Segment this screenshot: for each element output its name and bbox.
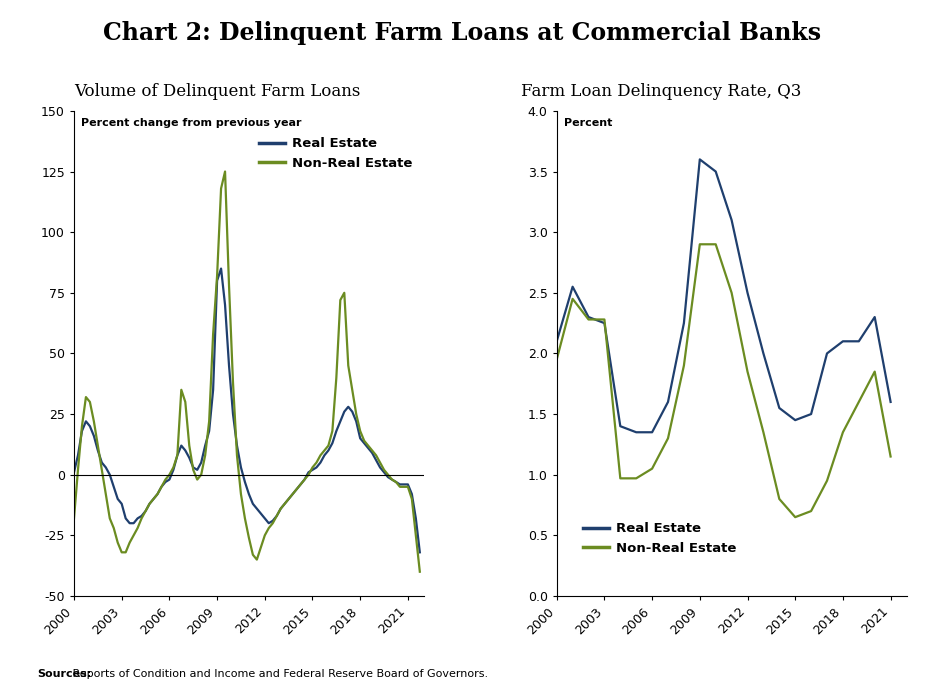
- Real Estate: [167, 466, 179, 474]
- Real Estate: [275, 505, 286, 513]
- Non-Real Estate: [567, 295, 578, 303]
- Non-Real Estate: [551, 356, 562, 364]
- Line: Non-Real Estate: Non-Real Estate: [74, 171, 420, 572]
- Real Estate: [164, 475, 175, 484]
- Non-Real Estate: [68, 514, 80, 523]
- Real Estate: [710, 167, 722, 175]
- Legend: Real Estate, Non-Real Estate: Real Estate, Non-Real Estate: [577, 517, 741, 560]
- Real Estate: [742, 288, 753, 297]
- Real Estate: [870, 313, 881, 322]
- Non-Real Estate: [414, 568, 426, 576]
- Non-Real Estate: [758, 428, 769, 437]
- Text: Percent change from previous year: Percent change from previous year: [81, 118, 302, 128]
- Text: Chart 2: Delinquent Farm Loans at Commercial Banks: Chart 2: Delinquent Farm Loans at Commer…: [104, 21, 821, 45]
- Non-Real Estate: [870, 367, 881, 376]
- Non-Real Estate: [885, 453, 896, 461]
- Real Estate: [68, 468, 80, 477]
- Real Estate: [758, 349, 769, 358]
- Non-Real Estate: [742, 367, 753, 376]
- Real Estate: [567, 283, 578, 291]
- Non-Real Estate: [790, 513, 801, 521]
- Text: Farm Loan Delinquency Rate, Q3: Farm Loan Delinquency Rate, Q3: [521, 83, 802, 100]
- Real Estate: [243, 490, 254, 498]
- Line: Real Estate: Real Estate: [74, 269, 420, 552]
- Real Estate: [414, 548, 426, 556]
- Non-Real Estate: [837, 428, 848, 437]
- Real Estate: [394, 480, 405, 489]
- Legend: Real Estate, Non-Real Estate: Real Estate, Non-Real Estate: [253, 132, 417, 175]
- Real Estate: [837, 337, 848, 346]
- Real Estate: [773, 404, 784, 412]
- Real Estate: [647, 428, 658, 437]
- Non-Real Estate: [615, 474, 626, 482]
- Non-Real Estate: [806, 507, 817, 516]
- Real Estate: [726, 216, 737, 224]
- Non-Real Estate: [853, 398, 864, 406]
- Real Estate: [216, 265, 227, 273]
- Real Estate: [583, 313, 594, 322]
- Non-Real Estate: [662, 434, 673, 443]
- Non-Real Estate: [821, 477, 832, 485]
- Text: Percent: Percent: [563, 118, 612, 128]
- Non-Real Estate: [631, 474, 642, 482]
- Real Estate: [77, 427, 88, 435]
- Non-Real Estate: [583, 315, 594, 324]
- Non-Real Estate: [77, 422, 88, 430]
- Real Estate: [885, 398, 896, 406]
- Real Estate: [631, 428, 642, 437]
- Non-Real Estate: [243, 534, 254, 542]
- Real Estate: [678, 319, 689, 327]
- Real Estate: [615, 422, 626, 430]
- Non-Real Estate: [167, 463, 179, 471]
- Non-Real Estate: [219, 167, 230, 175]
- Real Estate: [821, 349, 832, 358]
- Text: Volume of Delinquent Farm Loans: Volume of Delinquent Farm Loans: [74, 83, 361, 100]
- Real Estate: [598, 319, 610, 327]
- Non-Real Estate: [647, 464, 658, 473]
- Non-Real Estate: [598, 315, 610, 324]
- Real Estate: [806, 410, 817, 418]
- Non-Real Estate: [695, 240, 706, 249]
- Real Estate: [662, 398, 673, 406]
- Line: Non-Real Estate: Non-Real Estate: [557, 245, 891, 517]
- Non-Real Estate: [275, 505, 286, 513]
- Non-Real Estate: [394, 482, 405, 491]
- Non-Real Estate: [678, 362, 689, 370]
- Non-Real Estate: [773, 495, 784, 503]
- Line: Real Estate: Real Estate: [557, 159, 891, 432]
- Real Estate: [695, 155, 706, 164]
- Real Estate: [790, 416, 801, 424]
- Text: Sources:: Sources:: [37, 669, 92, 679]
- Text: Reports of Condition and Income and Federal Reserve Board of Governors.: Reports of Condition and Income and Fede…: [69, 669, 488, 679]
- Non-Real Estate: [164, 471, 175, 479]
- Non-Real Estate: [726, 288, 737, 297]
- Real Estate: [853, 337, 864, 346]
- Real Estate: [551, 337, 562, 346]
- Non-Real Estate: [710, 240, 722, 249]
